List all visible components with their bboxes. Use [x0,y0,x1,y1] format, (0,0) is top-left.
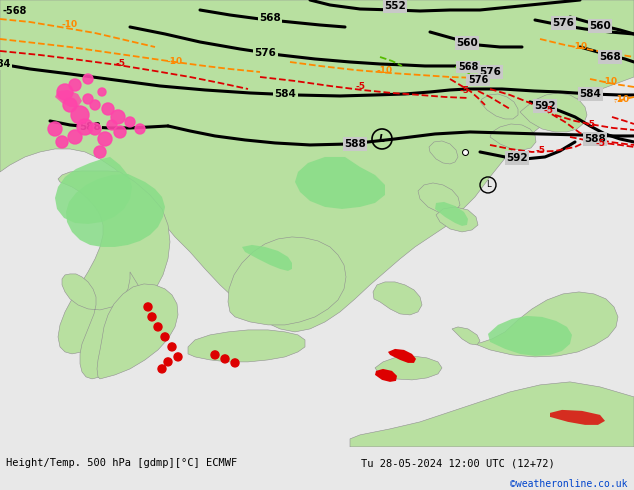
Polygon shape [520,93,587,132]
Text: 576: 576 [468,75,488,85]
Text: -10: -10 [167,57,183,67]
Circle shape [69,79,81,91]
Text: L: L [379,134,385,144]
Circle shape [63,98,77,112]
Polygon shape [295,157,385,209]
Polygon shape [0,0,634,332]
Polygon shape [388,349,416,363]
Polygon shape [55,90,82,107]
Polygon shape [418,183,460,214]
Text: 588: 588 [79,122,101,132]
Circle shape [83,74,93,84]
Circle shape [221,355,229,363]
Text: -5: -5 [355,82,365,92]
Text: -10: -10 [62,21,78,29]
Circle shape [114,126,126,138]
Text: 560: 560 [589,21,611,31]
Text: 576: 576 [479,67,501,77]
Polygon shape [435,202,468,226]
Polygon shape [373,282,422,315]
Text: -10: -10 [602,77,618,86]
Polygon shape [350,382,634,447]
Polygon shape [550,410,605,425]
Text: Height/Temp. 500 hPa [gdmp][°C] ECMWF: Height/Temp. 500 hPa [gdmp][°C] ECMWF [6,458,238,468]
Polygon shape [55,157,132,224]
Text: 584: 584 [579,89,601,99]
Circle shape [174,353,182,361]
Circle shape [90,100,100,110]
Text: 592: 592 [534,101,556,111]
Circle shape [48,122,62,136]
Polygon shape [470,292,618,357]
Polygon shape [97,284,178,379]
Circle shape [168,343,176,351]
Polygon shape [62,272,145,379]
Polygon shape [490,124,536,150]
Text: 584: 584 [274,89,296,99]
Circle shape [135,124,145,134]
Text: -10: -10 [614,96,630,104]
Circle shape [161,333,169,341]
Polygon shape [375,369,397,382]
Circle shape [98,88,106,96]
Circle shape [89,123,101,135]
Circle shape [231,359,239,367]
Polygon shape [66,174,165,247]
Circle shape [83,94,93,104]
Circle shape [71,106,89,124]
Circle shape [57,84,73,100]
Text: 568: 568 [599,52,621,62]
Circle shape [211,351,219,359]
Polygon shape [188,330,305,362]
Circle shape [56,136,68,148]
Text: L: L [486,180,490,190]
Circle shape [158,365,166,373]
Text: -5: -5 [595,140,605,148]
Text: 560: 560 [456,38,478,48]
Polygon shape [480,94,518,119]
Circle shape [111,110,125,124]
Circle shape [144,303,152,311]
Polygon shape [58,171,170,354]
Text: -5: -5 [585,121,595,129]
Circle shape [148,313,156,321]
Circle shape [107,120,117,130]
Text: 584: 584 [0,59,10,69]
Text: -10: -10 [377,67,393,75]
Circle shape [164,358,172,366]
Text: ©weatheronline.co.uk: ©weatheronline.co.uk [510,479,628,489]
Text: 568: 568 [259,13,281,23]
Text: -5: -5 [543,106,553,116]
Polygon shape [436,207,478,232]
Circle shape [154,323,162,331]
Text: 552: 552 [384,1,406,11]
Circle shape [98,132,112,146]
Text: 592: 592 [506,153,528,163]
Polygon shape [429,141,458,164]
Circle shape [77,119,93,135]
Text: -568: -568 [3,6,27,16]
Polygon shape [375,356,442,380]
Text: 576: 576 [254,48,276,58]
Text: 588: 588 [584,134,606,144]
Polygon shape [452,327,480,345]
Text: -5: -5 [115,59,125,69]
Text: -10: -10 [572,43,588,51]
Polygon shape [242,245,292,271]
Polygon shape [488,316,572,356]
Text: -5: -5 [459,86,469,96]
Text: 576: 576 [552,18,574,28]
Circle shape [94,146,106,158]
Text: -5: -5 [535,147,545,155]
Polygon shape [228,237,346,325]
Text: Tu 28-05-2024 12:00 UTC (12+72): Tu 28-05-2024 12:00 UTC (12+72) [361,458,555,468]
Circle shape [125,117,135,127]
Circle shape [102,103,114,115]
Text: 588: 588 [344,139,366,149]
Circle shape [68,130,82,144]
Text: 568: 568 [458,62,478,72]
